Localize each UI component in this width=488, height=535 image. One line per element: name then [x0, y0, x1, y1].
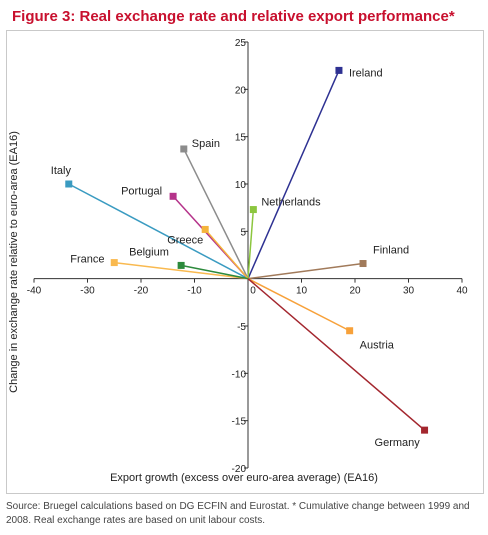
- y-tick-label: 20: [235, 85, 247, 96]
- x-tick-label: -40: [27, 286, 42, 297]
- x-tick-label: -30: [80, 286, 95, 297]
- line-belgium: [180, 264, 249, 280]
- point-italy: [65, 180, 73, 188]
- line-spain: [183, 148, 249, 279]
- x-tick-label: 20: [349, 286, 361, 297]
- point-germany: [421, 426, 429, 434]
- point-portugal: [169, 192, 177, 200]
- label-austria: Austria: [360, 340, 395, 352]
- label-france: France: [70, 254, 104, 266]
- label-netherlands: Netherlands: [261, 197, 321, 209]
- label-ireland: Ireland: [349, 67, 383, 79]
- x-axis-label: Export growth (excess over euro-area ave…: [110, 472, 378, 484]
- x-tick-label: 30: [403, 286, 415, 297]
- line-austria: [247, 277, 350, 332]
- label-germany: Germany: [375, 437, 421, 449]
- line-italy: [68, 183, 249, 280]
- point-belgium: [177, 261, 185, 269]
- point-austria: [346, 327, 354, 335]
- line-finland: [247, 262, 364, 280]
- line-ireland: [247, 70, 340, 279]
- chart-frame: [6, 30, 484, 494]
- x-tick-label: -20: [134, 286, 149, 297]
- label-italy: Italy: [51, 165, 72, 177]
- line-france: [114, 261, 249, 280]
- x-tick-label: 10: [296, 286, 308, 297]
- point-france: [110, 259, 118, 267]
- y-tick-label: -5: [237, 322, 246, 333]
- label-finland: Finland: [373, 245, 409, 257]
- line-netherlands: [247, 209, 255, 279]
- y-tick-label: -10: [232, 369, 247, 380]
- line-greece: [204, 228, 249, 280]
- y-tick-label: 10: [235, 180, 247, 191]
- label-greece: Greece: [167, 234, 203, 246]
- x-tick-label: 0: [250, 286, 256, 297]
- y-tick-label: 15: [235, 133, 247, 144]
- point-netherlands: [249, 206, 257, 214]
- y-tick-label: -20: [232, 464, 247, 472]
- label-portugal: Portugal: [121, 185, 162, 197]
- x-tick-label: 40: [456, 286, 468, 297]
- label-belgium: Belgium: [129, 246, 169, 258]
- y-tick-label: -15: [232, 417, 247, 428]
- y-tick-label: 25: [235, 38, 247, 49]
- point-spain: [180, 145, 188, 153]
- source-note: Source: Bruegel calculations based on DG…: [6, 501, 470, 526]
- scatter-chart: -40 -30 -20 -10 0 10 20 30 40 -20 -15 -10 -5 5 10 15 20 2…: [27, 38, 468, 472]
- point-finland: [359, 260, 367, 268]
- line-germany: [247, 278, 426, 431]
- point-greece: [201, 225, 209, 233]
- y-tick-label: 5: [240, 227, 246, 238]
- label-spain: Spain: [192, 138, 220, 150]
- x-tick-label: -10: [187, 286, 202, 297]
- y-axis-label: Change in exchange rate relative to euro…: [8, 131, 20, 393]
- chart-title: Figure 3: Real exchange rate and relativ…: [12, 8, 455, 25]
- point-ireland: [335, 66, 343, 74]
